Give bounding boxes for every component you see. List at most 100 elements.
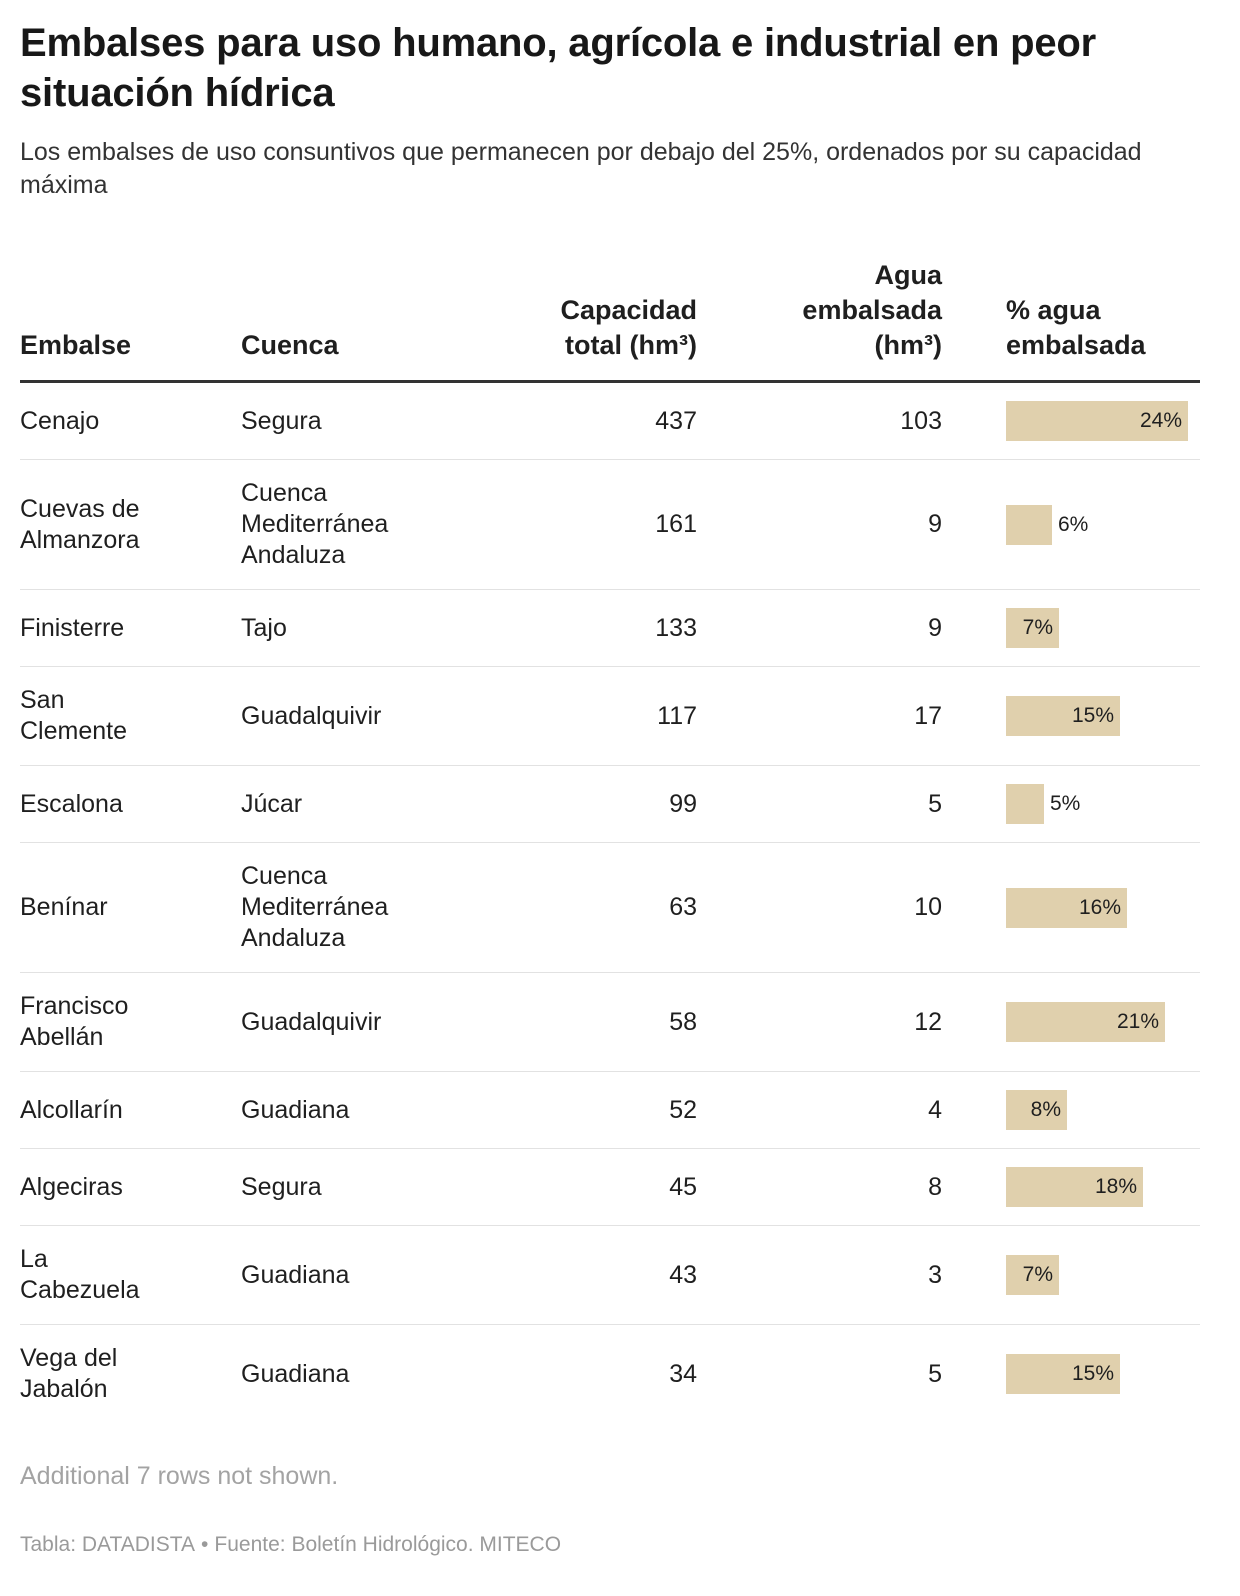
cell-cuenca: Guadiana xyxy=(241,1225,461,1325)
cell-capacidad: 45 xyxy=(461,1148,697,1226)
column-header-cuenca: Cuenca xyxy=(241,258,461,383)
cell-cuenca-text: Cuenca Mediterránea Andaluza xyxy=(241,479,389,569)
cell-cuenca-text: Tajo xyxy=(241,613,287,642)
column-header-porcentaje: % agua embalsada xyxy=(1006,258,1200,383)
table-row: Cenajo Segura 437 103 24% xyxy=(20,381,1200,460)
chart-container: Embalses para uso humano, agrícola e ind… xyxy=(20,18,1200,1558)
percentage-bar xyxy=(1006,1354,1120,1394)
bar-holder: 5% xyxy=(1006,784,1200,824)
cell-porcentaje: 15% xyxy=(1006,1325,1200,1424)
bar-holder: 24% xyxy=(1006,401,1200,441)
cell-embalse-text: Cuevas de Almanzora xyxy=(20,494,140,554)
cell-porcentaje: 7% xyxy=(1006,1225,1200,1325)
bar-holder: 15% xyxy=(1006,1354,1200,1394)
cell-embalse: Algeciras xyxy=(20,1148,241,1226)
column-header-porcentaje-text: % agua embalsada xyxy=(1006,295,1146,360)
cell-porcentaje: 16% xyxy=(1006,842,1200,973)
cell-capacidad: 99 xyxy=(461,765,697,843)
cell-capacidad-text: 58 xyxy=(669,1007,697,1036)
cell-embalse-text: San Clemente xyxy=(20,686,127,745)
chart-title: Embalses para uso humano, agrícola e ind… xyxy=(20,21,1096,115)
cell-agua: 17 xyxy=(697,666,942,766)
cell-agua-text: 10 xyxy=(914,893,942,921)
cell-spacer xyxy=(942,1225,1006,1325)
bar-holder: 15% xyxy=(1006,696,1200,736)
bar-holder: 6% xyxy=(1006,504,1200,545)
cell-embalse-text: La Cabezuela xyxy=(20,1245,140,1304)
cell-agua: 103 xyxy=(697,381,942,460)
cell-embalse-text: Cenajo xyxy=(20,406,100,435)
percentage-bar xyxy=(1006,1002,1165,1042)
cell-capacidad: 34 xyxy=(461,1325,697,1424)
percentage-label: 21% xyxy=(1116,1010,1159,1033)
percentage-label: 24% xyxy=(1139,409,1182,432)
cell-cuenca: Guadalquivir xyxy=(241,666,461,766)
cell-spacer xyxy=(942,459,1006,590)
percentage-label: 8% xyxy=(1030,1098,1061,1121)
bar-holder: 21% xyxy=(1006,1002,1200,1042)
cell-agua: 3 xyxy=(697,1225,942,1325)
table-row: Francisco Abellán Guadalquivir 58 12 21% xyxy=(20,972,1200,1072)
percentage-bar xyxy=(1006,887,1127,928)
cell-porcentaje: 5% xyxy=(1006,765,1200,843)
cell-agua-text: 5 xyxy=(928,789,942,818)
cell-capacidad-text: 52 xyxy=(669,1095,697,1124)
cell-porcentaje: 8% xyxy=(1006,1071,1200,1149)
table-row: Alcollarín Guadiana 52 4 8% xyxy=(20,1071,1200,1149)
cell-embalse-text: Alcollarín xyxy=(20,1095,123,1124)
percentage-label: 15% xyxy=(1071,704,1114,727)
cell-cuenca: Júcar xyxy=(241,765,461,843)
cell-cuenca: Cuenca Mediterránea Andaluza xyxy=(241,842,461,973)
column-spacer xyxy=(942,258,1006,383)
cell-embalse: Escalona xyxy=(20,765,241,843)
cell-agua-text: 8 xyxy=(928,1172,942,1201)
cell-spacer xyxy=(942,589,1006,667)
cell-cuenca: Segura xyxy=(241,1148,461,1226)
cell-embalse: Finisterre xyxy=(20,589,241,667)
cell-capacidad-text: 117 xyxy=(657,701,697,730)
cell-capacidad-text: 437 xyxy=(655,406,697,435)
cell-embalse: Cenajo xyxy=(20,381,241,460)
table-row: Finisterre Tajo 133 9 7% xyxy=(20,589,1200,667)
percentage-bar xyxy=(1006,1255,1059,1295)
cell-capacidad-text: 161 xyxy=(655,510,697,538)
cell-cuenca: Guadiana xyxy=(241,1071,461,1149)
cell-porcentaje: 24% xyxy=(1006,381,1200,460)
bar-holder: 18% xyxy=(1006,1167,1200,1207)
cell-agua-text: 5 xyxy=(928,1359,942,1388)
cell-embalse: Francisco Abellán xyxy=(20,972,241,1072)
cell-agua: 9 xyxy=(697,589,942,667)
source-tabla: Tabla: DATADISTA xyxy=(20,1533,196,1556)
table-row: Algeciras Segura 45 8 18% xyxy=(20,1148,1200,1226)
cell-agua-text: 9 xyxy=(928,510,942,538)
cell-cuenca-text: Segura xyxy=(241,406,322,435)
cell-spacer xyxy=(942,1325,1006,1424)
cell-cuenca: Tajo xyxy=(241,589,461,667)
cell-agua: 12 xyxy=(697,972,942,1072)
cell-cuenca-text: Cuenca Mediterránea Andaluza xyxy=(241,862,389,952)
percentage-bar xyxy=(1006,696,1120,736)
cell-capacidad: 43 xyxy=(461,1225,697,1325)
cell-embalse: Vega del Jabalón xyxy=(20,1325,241,1424)
cell-agua-text: 103 xyxy=(900,406,942,435)
cell-agua-text: 9 xyxy=(928,613,942,642)
cell-porcentaje: 15% xyxy=(1006,666,1200,766)
percentage-label: 5% xyxy=(1050,792,1081,815)
cell-spacer xyxy=(942,972,1006,1072)
cell-cuenca-text: Guadalquivir xyxy=(241,1007,382,1036)
cell-spacer xyxy=(942,666,1006,766)
percentage-label: 18% xyxy=(1094,1175,1137,1198)
cell-cuenca: Guadalquivir xyxy=(241,972,461,1072)
cell-embalse-text: Finisterre xyxy=(20,613,125,642)
cell-spacer xyxy=(942,765,1006,843)
source-footer: Tabla: DATADISTA • Fuente: Boletín Hidroló… xyxy=(20,1531,1200,1558)
cell-capacidad: 133 xyxy=(461,589,697,667)
cell-cuenca-text: Guadiana xyxy=(241,1095,350,1124)
column-header-agua: Agua embalsada (hm³) xyxy=(697,258,942,383)
cell-embalse: San Clemente xyxy=(20,666,241,766)
cell-agua: 4 xyxy=(697,1071,942,1149)
cell-agua-text: 17 xyxy=(914,701,942,730)
cell-capacidad: 52 xyxy=(461,1071,697,1149)
cell-capacidad-text: 133 xyxy=(655,613,697,642)
cell-capacidad: 58 xyxy=(461,972,697,1072)
